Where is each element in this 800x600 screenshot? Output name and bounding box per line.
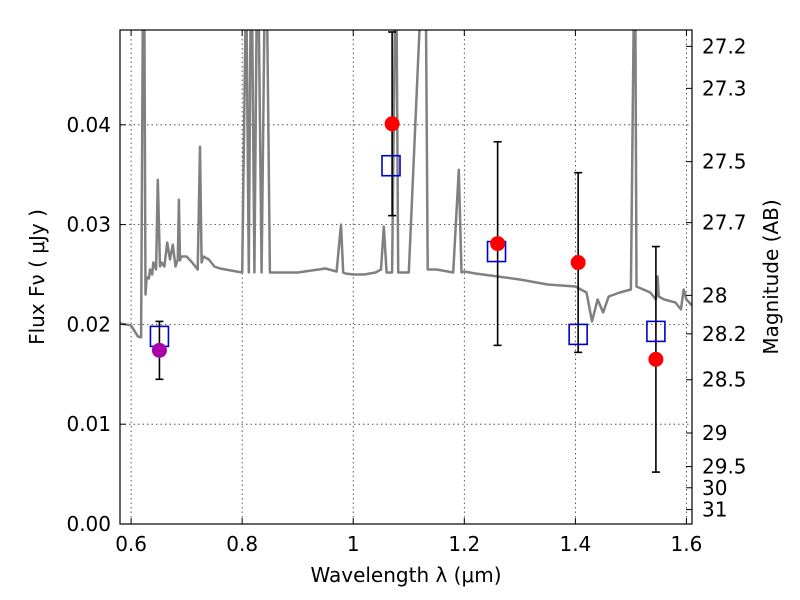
observed-point-marker [384,116,400,132]
y-tick-label: 0.03 [66,213,111,237]
observed-point-marker [648,351,664,367]
model-square-marker [568,323,588,346]
tick-labels: 0.6 0.8 1 1.2 1.4 1.6 0.00 0.01 0.02 0.03 0.04 27.2… [66,34,746,556]
magnitude-tick-label: 27.7 [702,211,747,235]
plot-frame [119,29,693,525]
y-axis-title: Flux Fν ( μJy ) [25,209,49,345]
magnitude-tick-label: 27.2 [702,34,747,58]
x-tick-label: 1 [347,532,360,556]
magnitude-tick-label: 29 [702,421,727,445]
magnitude-tick-label: 28.5 [702,368,747,392]
x-tick-label: 1.2 [448,532,480,556]
observed-point-marker [490,236,506,252]
observed-point-marker [151,342,167,358]
x-tick-label: 0.6 [115,532,147,556]
y-tick-label: 0.04 [66,113,111,137]
observed-point-marker [570,255,586,271]
magnitude-tick-label: 31 [702,498,727,522]
x-tick-label: 1.4 [559,532,591,556]
magnitude-tick-label: 30 [702,476,727,500]
x-axis-title: Wavelength λ (μm) [310,563,501,587]
spectrum-line [120,30,692,339]
magnitude-tick-label: 29.5 [702,455,747,479]
y2-axis-title: Magnitude (AB) [759,199,783,354]
axis-ticks [120,30,692,525]
y-tick-label: 0.01 [66,412,111,436]
magnitude-tick-label: 27.5 [702,150,747,174]
model-square-marker [381,154,401,177]
x-tick-label: 1.6 [671,532,703,556]
y-tick-label: 0.00 [66,512,111,536]
magnitude-tick-label: 28 [702,283,727,307]
plot-area [120,30,692,473]
y-tick-label: 0.02 [66,312,111,336]
x-tick-label: 0.8 [226,532,258,556]
model-square-marker [646,320,666,343]
magnitude-tick-label: 28.2 [702,322,747,346]
magnitude-tick-label: 27.3 [702,76,747,100]
